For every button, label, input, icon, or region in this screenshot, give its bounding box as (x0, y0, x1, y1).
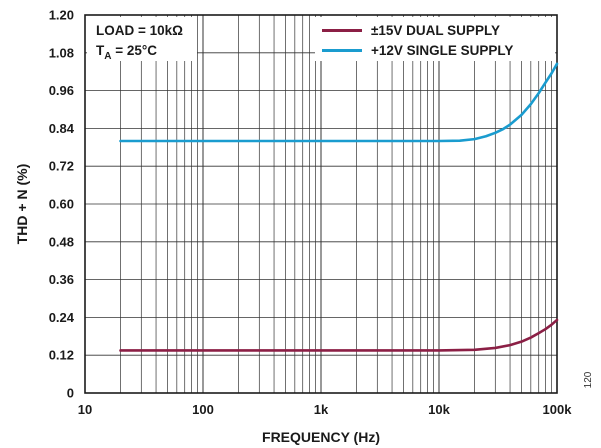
y-tick-label: 0.48 (49, 234, 74, 249)
y-tick-label: 0.96 (49, 83, 74, 98)
conditions-annotation: LOAD = 10kΩ TA = 25°C (87, 17, 197, 62)
y-tick-label: 0.60 (49, 197, 74, 212)
y-tick-label: 0.24 (49, 310, 75, 325)
legend-label-single-supply: +12V SINGLE SUPPLY (371, 43, 513, 58)
legend-label-dual-supply: ±15V DUAL SUPPLY (371, 23, 500, 38)
x-tick-label: 100k (543, 402, 573, 417)
x-tick-label: 10k (428, 402, 450, 417)
y-axis-title: THD + N (%) (14, 164, 30, 245)
legend: ±15V DUAL SUPPLY +12V SINGLE SUPPLY (315, 17, 555, 61)
y-tick-label: 0.12 (49, 348, 74, 363)
y-tick-label: 1.08 (49, 45, 74, 60)
annotation-background (87, 17, 197, 61)
temperature-value: = 25°C (111, 43, 157, 58)
legend-background (315, 17, 555, 61)
series-layer (119, 62, 559, 352)
temperature-annotation: TA = 25°C (96, 43, 157, 62)
temperature-symbol: T (96, 43, 105, 58)
y-tick-label: 1.20 (49, 8, 74, 23)
series-line-dual-supply (119, 318, 559, 352)
tick-labels: 0 0.12 0.24 0.36 0.48 0.60 0.72 0.84 0.96 1.08 1.2… (49, 8, 573, 418)
y-tick-label: 0.84 (49, 121, 75, 136)
load-annotation: LOAD = 10kΩ (96, 23, 183, 38)
x-axis-title: FREQUENCY (Hz) (262, 429, 380, 445)
figure-number: 120 (583, 371, 594, 388)
grid (85, 15, 557, 393)
x-tick-label: 100 (192, 402, 214, 417)
x-tick-label: 1k (314, 402, 329, 417)
y-tick-label: 0.72 (49, 159, 74, 174)
x-tick-label: 10 (78, 402, 92, 417)
plot-frame (84, 14, 558, 394)
series-line-single-supply (119, 62, 559, 143)
y-tick-label: 0 (67, 386, 74, 401)
y-tick-label: 0.36 (49, 272, 74, 287)
temperature-subscript: A (104, 51, 111, 62)
